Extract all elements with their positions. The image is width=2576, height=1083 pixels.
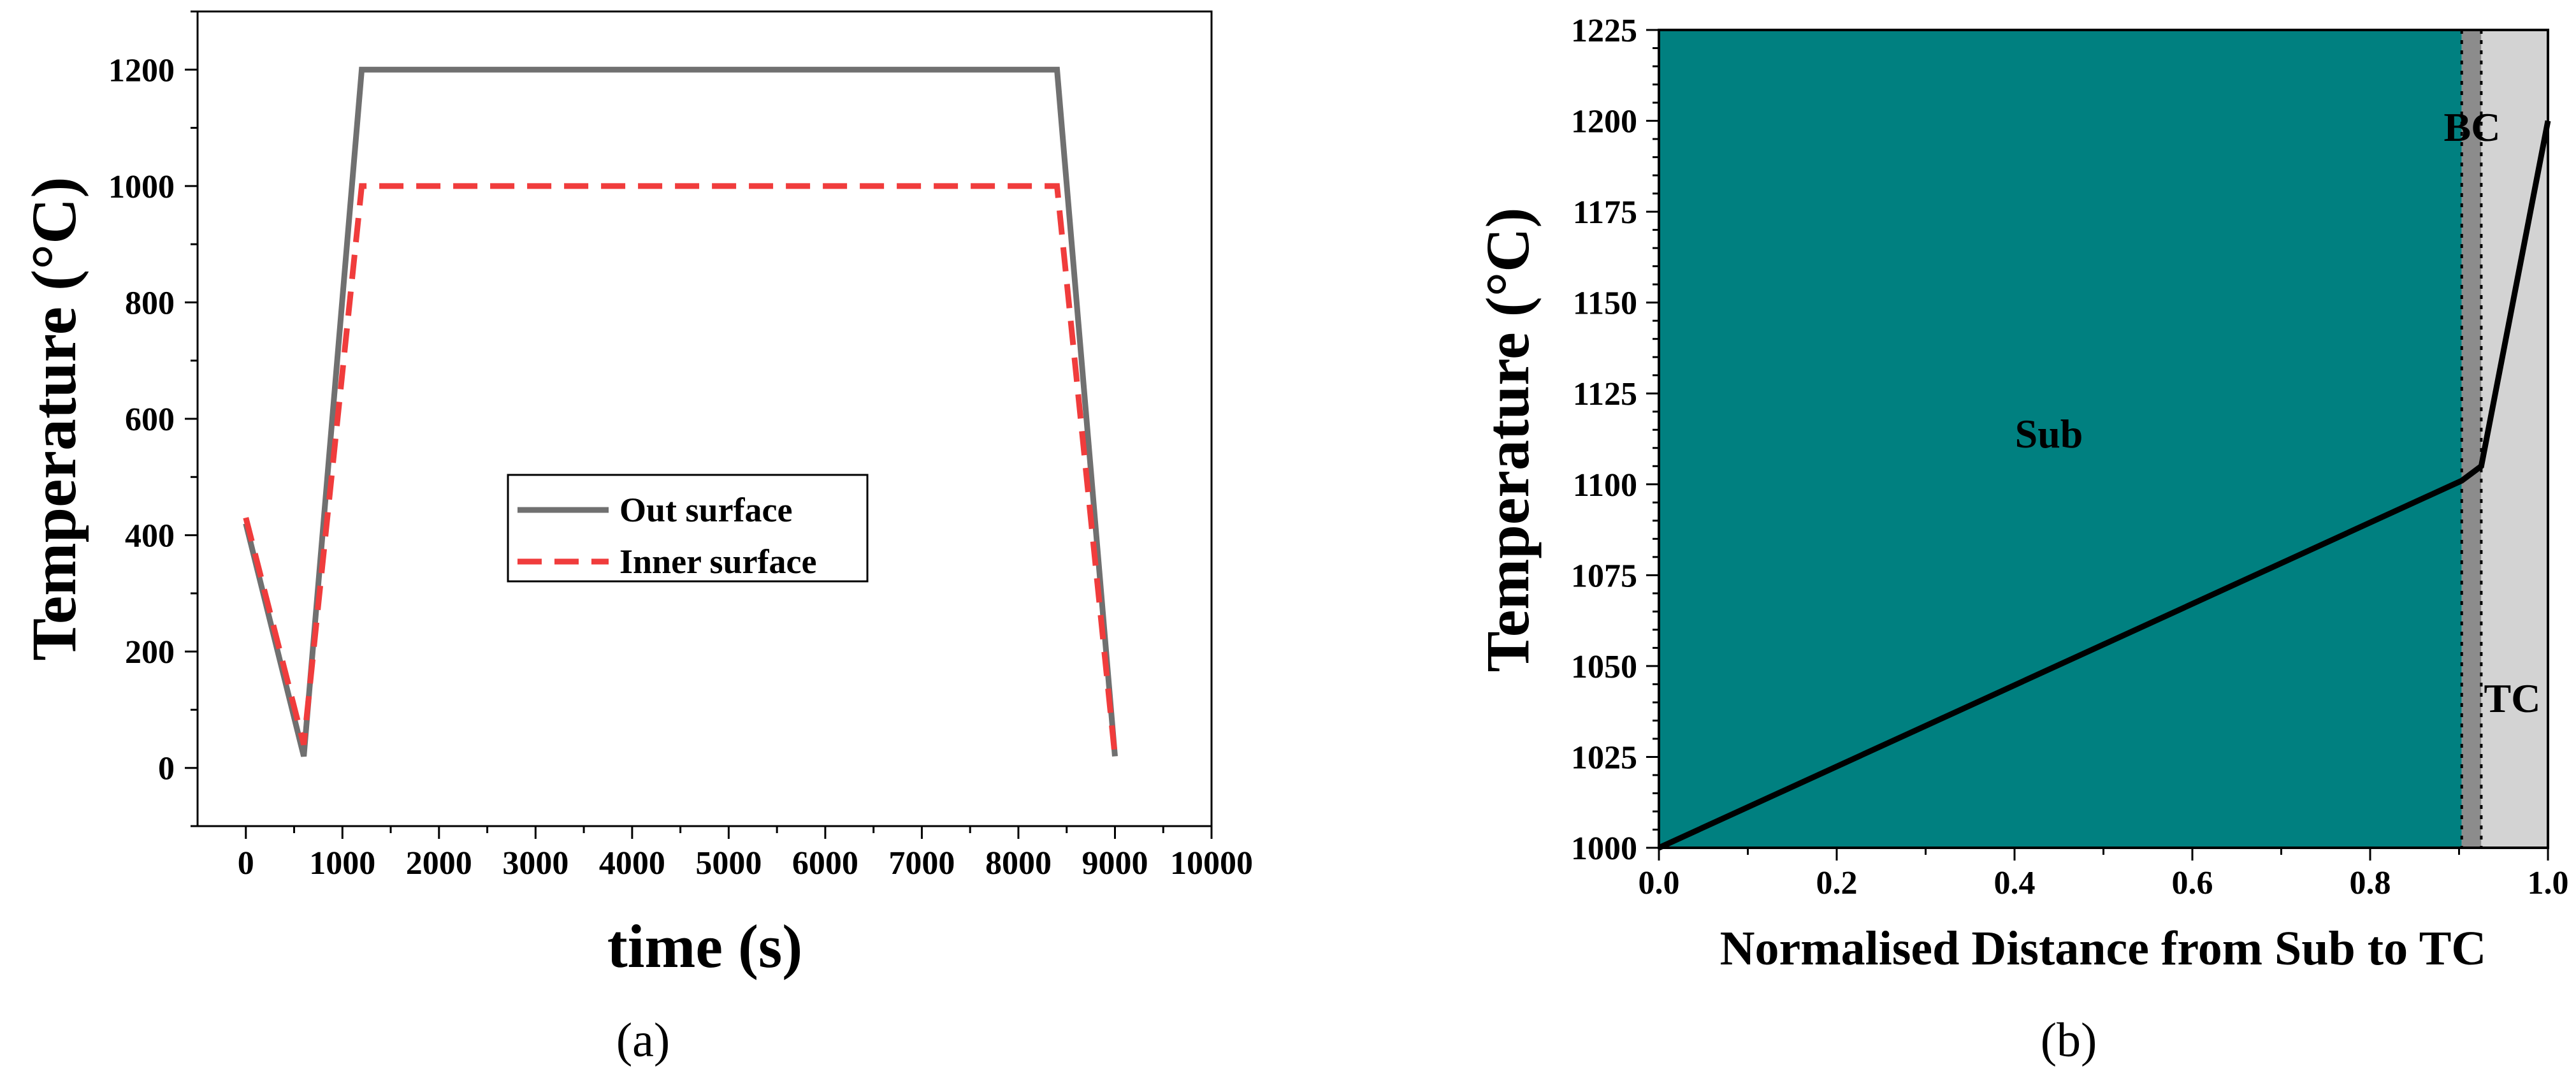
b-x-tick-label: 0.0 — [1639, 865, 1680, 901]
a-x-tick-label: 8000 — [985, 845, 1052, 882]
region-tc — [2481, 30, 2548, 848]
a-x-tick-label: 10000 — [1170, 845, 1253, 882]
a-x-tick-label: 9000 — [1082, 845, 1148, 882]
region-label-bc: BC — [2444, 105, 2501, 150]
a-x-tick-label: 1000 — [309, 845, 375, 882]
region-label-sub: Sub — [2015, 411, 2083, 456]
b-y-tick-label: 1075 — [1571, 558, 1637, 594]
panel-label-b: (b) — [2041, 1014, 2097, 1067]
b-y-tick-label: 1050 — [1571, 649, 1637, 685]
a-y-axis-title: Temperature (°C) — [18, 177, 89, 660]
a-x-tick-label: 2000 — [406, 845, 472, 882]
a-y-ticks: 0 200 400 600 800 1000 1200 — [108, 10, 198, 827]
a-x-axis-title: time (s) — [607, 912, 803, 980]
a-x-tick-label: 4000 — [599, 845, 665, 882]
a-y-tick-label: 800 — [125, 285, 175, 321]
a-series — [243, 66, 1118, 757]
b-y-tick-label: 1000 — [1571, 831, 1637, 867]
legend-label-inner-surface: Inner surface — [619, 542, 816, 581]
a-x-tick-label: 3000 — [502, 845, 568, 882]
series-line-temperature-profile — [1658, 120, 2551, 851]
b-regions — [1659, 30, 2548, 848]
a-x-tick-label: 6000 — [792, 845, 858, 882]
a-y-tick-label: 200 — [125, 634, 175, 671]
b-y-tick-label: 1125 — [1573, 376, 1637, 412]
a-x-tick-label: 7000 — [888, 845, 955, 882]
panel-b: 1000 1025 1050 1075 1100 1125 1150 1175 1200 1225… — [1473, 13, 2569, 1067]
a-y-tick-label: 0 — [158, 751, 175, 787]
b-y-tick-label: 1025 — [1571, 739, 1637, 776]
legend-a: Out surface Inner surface — [507, 474, 869, 583]
b-x-tick-label: 1.0 — [2528, 865, 2569, 901]
b-y-ticks: 1000 1025 1050 1075 1100 1125 1150 1175 1200 1225 — [1571, 13, 1659, 867]
b-x-ticks: 0.0 0.2 0.4 0.6 0.8 1.0 — [1639, 848, 2569, 901]
a-x-tick-label: 5000 — [695, 845, 762, 882]
a-y-tick-label: 600 — [125, 402, 175, 438]
legend-label-out-surface: Out surface — [619, 491, 792, 529]
a-x-tick-label: 0 — [238, 845, 254, 882]
region-label-tc: TC — [2484, 676, 2541, 721]
region-sub — [1659, 30, 2462, 848]
a-y-tick-label: 1200 — [108, 52, 175, 89]
b-x-tick-label: 0.4 — [1994, 865, 2036, 901]
b-series — [1658, 120, 2551, 851]
b-x-axis-title: Normalised Distance from Sub to TC — [1720, 922, 2487, 975]
region-bc — [2461, 30, 2482, 848]
b-y-tick-label: 1200 — [1571, 104, 1637, 140]
a-x-ticks: 0 1000 2000 3000 4000 5000 6000 7000 8000 9000 100… — [238, 826, 1253, 882]
a-y-tick-label: 400 — [125, 518, 175, 555]
b-y-tick-label: 1225 — [1571, 13, 1637, 49]
a-y-tick-label: 1000 — [108, 169, 175, 205]
panel-label-a: (a) — [616, 1014, 670, 1067]
b-dividers — [2460, 30, 2483, 848]
b-y-axis-title: Temperature (°C) — [1473, 208, 1542, 672]
b-y-tick-label: 1150 — [1573, 286, 1637, 322]
b-x-tick-label: 0.6 — [2172, 865, 2213, 901]
b-x-tick-label: 0.2 — [1816, 865, 1858, 901]
b-y-tick-label: 1100 — [1573, 467, 1637, 504]
panel-a: 0 200 400 600 800 1000 1200 0 1000 2000 3000 4000 5… — [18, 10, 1253, 1067]
b-y-tick-label: 1175 — [1573, 194, 1637, 231]
plot-area-a — [196, 10, 1213, 827]
b-x-tick-label: 0.8 — [2350, 865, 2391, 901]
series-line-inner-surface — [243, 183, 1118, 757]
